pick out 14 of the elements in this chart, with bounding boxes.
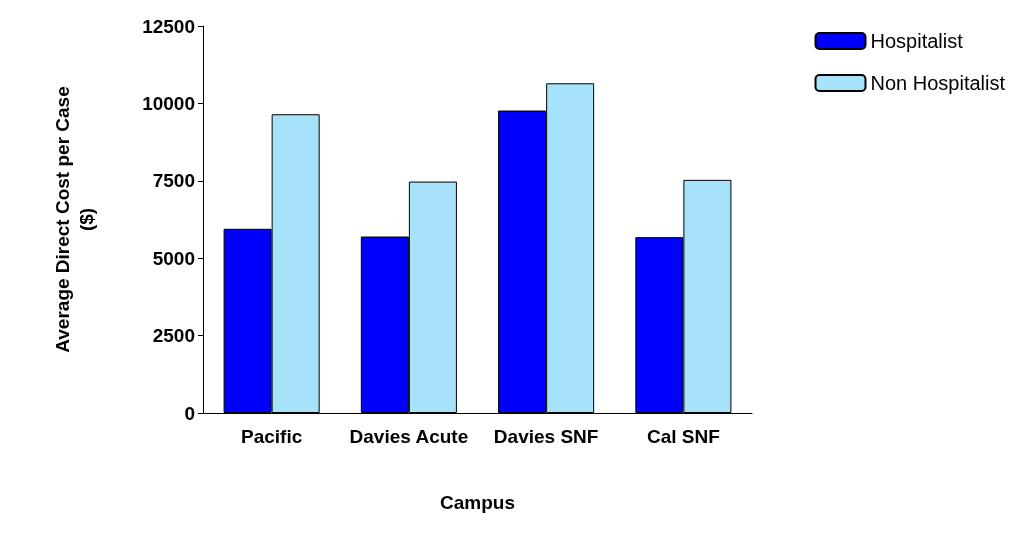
x-tick-label: Pacific <box>240 426 303 447</box>
y-tick-label: 0 <box>184 402 195 424</box>
x-tick-label: Davies Acute <box>349 426 469 447</box>
y-tick-label: 2500 <box>152 325 195 347</box>
y-tick-label: 12500 <box>142 15 195 37</box>
y-tick-label: 5000 <box>152 247 195 269</box>
y-tick-label: 7500 <box>152 170 195 192</box>
y-axis-title: Average Direct Cost per Case ($) <box>51 86 97 353</box>
legend-label: Non Hospitalist <box>870 72 1006 94</box>
legend-label: Hospitalist <box>870 30 964 52</box>
x-axis-title: Campus <box>440 492 515 513</box>
x-tick-label: Davies SNF <box>493 426 599 447</box>
y-tick-label: 10000 <box>142 92 195 114</box>
x-tick-label: Cal SNF <box>646 426 720 447</box>
